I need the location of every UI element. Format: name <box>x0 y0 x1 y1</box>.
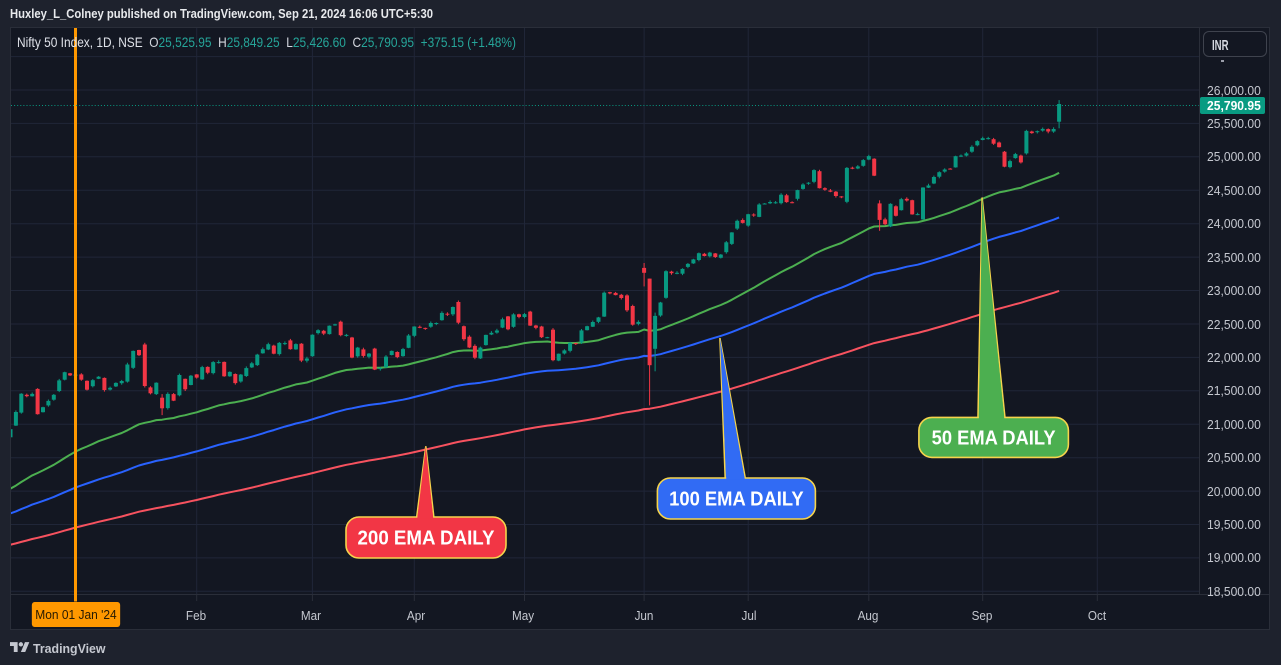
svg-text:100 EMA DAILY: 100 EMA DAILY <box>669 489 804 511</box>
svg-text:50 EMA DAILY: 50 EMA DAILY <box>932 427 1057 449</box>
svg-text:200 EMA DAILY: 200 EMA DAILY <box>358 528 496 550</box>
